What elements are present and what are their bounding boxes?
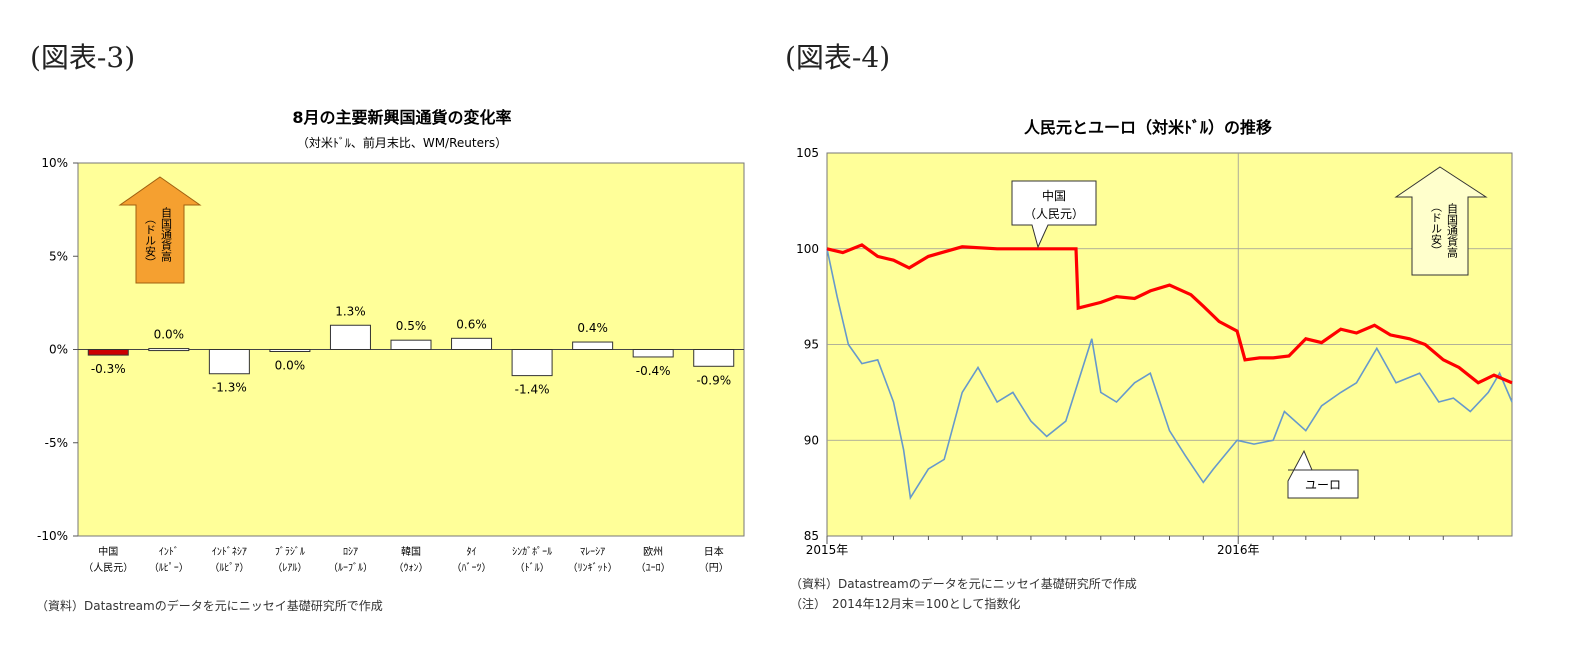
y-tick-label: -10% [37, 529, 68, 543]
callout-text-line1: 中国 [1042, 188, 1066, 203]
bar [451, 337, 493, 350]
x-tick-label: ﾀｲ [467, 546, 477, 558]
bar [390, 339, 432, 351]
x-tick-label: 韓国 [401, 546, 421, 558]
arrow-text-main: 自国通貨高 [160, 207, 173, 263]
x-axis-labels: 中国 （人民元） ｲﾝﾄﾞ （ﾙﾋﾟｰ） ｲﾝﾄﾞﾈｼｱ （ﾙﾋﾟｱ） ﾌﾞﾗｼﾞﾙ （ﾚｱﾙ… [83, 545, 728, 574]
x-tick-label-sub: （ﾊﾞｰﾂ） [452, 562, 492, 574]
grid [827, 153, 1512, 536]
x-tick-label-sub: （ﾙﾋﾟｱ） [209, 562, 249, 574]
x-tick-label-sub: （ﾄﾞﾙ） [515, 562, 550, 574]
arrow-text-main: 自国通貨高 [1446, 203, 1459, 259]
up-arrow-icon [118, 176, 202, 284]
series-line-cny [826, 243, 1513, 385]
x-tick-label: 2016年 [1217, 543, 1260, 557]
x-tick-label-sub: （ﾘﾝｷﾞｯﾄ） [568, 562, 618, 574]
figure-4-label: (図表-4) [785, 41, 891, 74]
bar [511, 349, 553, 377]
data-label: 0.0% [275, 359, 306, 373]
callout-box [1287, 449, 1359, 499]
y-tick-label: 85 [804, 529, 819, 543]
x-tick-label-sub: （ﾚｱﾙ） [272, 562, 307, 574]
dollar-weak-arrow: 自国通貨高 （ドル安） [1394, 166, 1488, 276]
right-source-note: （資料）Datastreamのデータを元にニッセイ基礎研究所で作成 [790, 577, 1137, 591]
x-tick-label: 2015年 [806, 543, 849, 557]
line-chart: 人民元とユーロ（対米ﾄﾞﾙ）の推移 105 100 95 90 85 2015年 2016… [796, 118, 1513, 557]
bar [87, 349, 129, 356]
x-tick-label: ﾌﾞﾗｼﾞﾙ [275, 546, 305, 558]
x-tick-label: 日本 [704, 545, 724, 558]
figure-3-label: (図表-3) [30, 41, 136, 74]
x-tick-label: ｲﾝﾄﾞ [159, 546, 179, 558]
arrow-text-sub: （ドル安） [144, 213, 157, 268]
bar [208, 349, 250, 375]
bar [572, 341, 614, 350]
chart-title: 人民元とユーロ（対米ﾄﾞﾙ）の推移 [1024, 118, 1272, 137]
bar [329, 324, 371, 351]
dollar-weak-arrow: （ドル安） 自国通貨高 [118, 176, 202, 284]
right-footnote: （注） 2014年12月末＝100として指数化 [790, 597, 1021, 611]
data-label: -0.9% [696, 373, 731, 387]
y-tick-label: 90 [804, 433, 819, 447]
x-tick-label: 中国 [98, 545, 118, 558]
x-axis: 2015年 2016年 [806, 536, 1479, 557]
y-tick-label: 95 [804, 338, 819, 352]
x-tick-label: ﾏﾚｰｼｱ [580, 547, 605, 558]
data-label: -1.3% [212, 381, 247, 395]
callout-euro: ユーロ [1287, 449, 1359, 499]
bars: -0.3% 0.0% -1.3% 0.0% 1.3% 0.5% 0.6% -1.4% 0.4% -… [87, 304, 735, 397]
callout-cny: 中国 （人民元） [1011, 180, 1097, 249]
data-label: 0.4% [577, 321, 608, 335]
x-tick-label: ｲﾝﾄﾞﾈｼｱ [212, 546, 247, 558]
bar [269, 349, 311, 352]
bar [693, 349, 735, 367]
x-tick-label-sub: （人民元） [83, 562, 133, 574]
y-tick-label: 105 [796, 146, 819, 160]
callout-text-line2: （人民元） [1024, 207, 1084, 221]
x-tick-label-sub: （円） [699, 562, 729, 574]
x-tick-label: 欧州 [643, 546, 663, 558]
chart-title: 8月の主要新興国通貨の変化率 [292, 108, 511, 127]
x-tick-label-sub: （ｳｫﾝ） [394, 562, 429, 574]
arrow-text-sub: （ドル安） [1430, 201, 1443, 256]
chart-subtitle: （対米ﾄﾞﾙ、前月末比、WM/Reuters） [297, 135, 507, 150]
data-label: 1.3% [335, 304, 366, 318]
data-label: 0.0% [154, 328, 185, 342]
y-tick-label: 5% [49, 249, 68, 263]
x-tick-label-sub: （ﾙﾋﾟｰ） [149, 562, 189, 574]
bar-chart: 8月の主要新興国通貨の変化率 （対米ﾄﾞﾙ、前月末比、WM/Reuters） 1… [37, 108, 745, 574]
x-tick-label: ﾛｼｱ [343, 547, 358, 558]
y-tick-label: 100 [796, 242, 819, 256]
data-label: 0.6% [456, 317, 487, 331]
callout-box [1011, 180, 1097, 249]
x-tick-label-sub: （ﾕｰﾛ） [636, 562, 671, 574]
up-arrow-icon [1394, 166, 1488, 276]
y-tick-label: -5% [45, 436, 68, 450]
bar [148, 348, 190, 352]
x-tick-label: ｼﾝｶﾞﾎﾟｰﾙ [512, 546, 552, 558]
x-tick-label-sub: （ﾙｰﾌﾞﾙ） [328, 562, 373, 574]
series-line-euro [826, 248, 1513, 500]
bar [632, 349, 674, 358]
y-tick-label: 0% [49, 343, 68, 357]
data-label: 0.5% [396, 319, 427, 333]
y-axis: 105 100 95 90 85 [796, 146, 819, 543]
data-label: -0.3% [91, 362, 126, 376]
data-label: -0.4% [636, 364, 671, 378]
data-label: -1.4% [515, 383, 550, 397]
callout-text: ユーロ [1305, 478, 1341, 492]
y-tick-label: 10% [41, 156, 68, 170]
left-source-note: （資料）Datastreamのデータを元にニッセイ基礎研究所で作成 [36, 599, 383, 613]
